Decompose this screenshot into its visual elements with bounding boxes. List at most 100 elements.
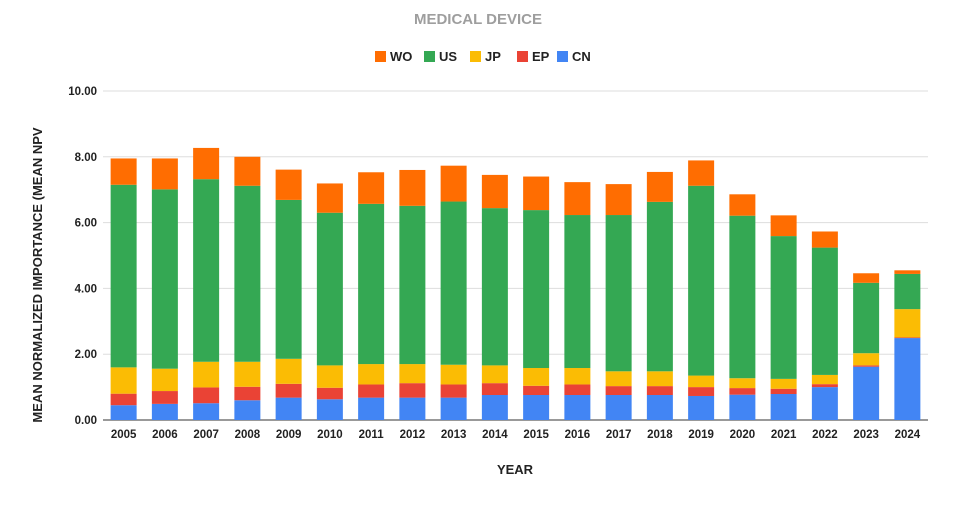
bar-cn-2015 <box>523 395 549 420</box>
bar-wo-2013 <box>441 166 467 202</box>
bar-wo-2011 <box>358 172 384 204</box>
x-tick-label: 2021 <box>771 429 797 441</box>
bar-wo-2006 <box>152 158 178 189</box>
legend-swatch <box>424 51 435 62</box>
bar-jp-2005 <box>111 367 137 393</box>
bar-cn-2014 <box>482 395 508 420</box>
x-tick-label: 2007 <box>193 429 219 441</box>
bar-cn-2007 <box>193 403 219 420</box>
x-tick-label: 2024 <box>895 429 921 441</box>
x-tick-label: 2020 <box>730 429 756 441</box>
bar-ep-2014 <box>482 383 508 395</box>
bar-us-2010 <box>317 213 343 366</box>
chart-title: MEDICAL DEVICE <box>414 11 542 28</box>
legend-swatch <box>375 51 386 62</box>
bar-us-2007 <box>193 179 219 362</box>
bar-jp-2023 <box>853 353 879 365</box>
x-tick-label: 2006 <box>152 429 178 441</box>
bar-ep-2016 <box>564 384 590 395</box>
bar-ep-2023 <box>853 365 879 366</box>
bar-us-2011 <box>358 204 384 364</box>
bar-ep-2024 <box>894 337 920 338</box>
bar-wo-2023 <box>853 273 879 283</box>
bar-cn-2017 <box>606 395 632 420</box>
bar-cn-2022 <box>812 387 838 420</box>
y-tick-label: 4.00 <box>75 283 97 295</box>
bar-cn-2006 <box>152 404 178 420</box>
bar-wo-2005 <box>111 158 137 184</box>
x-tick-label: 2011 <box>359 429 385 441</box>
legend-item-cn: CN <box>557 49 591 64</box>
legend-item-ep: EP <box>517 49 550 64</box>
bar-jp-2011 <box>358 364 384 384</box>
bar-wo-2012 <box>399 170 425 206</box>
bar-cn-2021 <box>771 394 797 420</box>
bar-jp-2016 <box>564 368 590 384</box>
x-tick-label: 2013 <box>441 429 467 441</box>
bar-ep-2011 <box>358 384 384 397</box>
bar-us-2008 <box>234 186 260 362</box>
bar-us-2021 <box>771 236 797 379</box>
bar-us-2019 <box>688 186 714 376</box>
bar-jp-2020 <box>729 378 755 388</box>
bar-ep-2020 <box>729 388 755 395</box>
y-tick-label: 10.00 <box>68 86 97 98</box>
bar-ep-2021 <box>771 389 797 394</box>
legend-label: CN <box>572 49 591 64</box>
bar-jp-2018 <box>647 371 673 386</box>
bar-jp-2024 <box>894 309 920 337</box>
bar-ep-2007 <box>193 387 219 403</box>
bar-wo-2019 <box>688 160 714 185</box>
x-tick-label: 2008 <box>235 429 261 441</box>
x-tick-label: 2019 <box>688 429 714 441</box>
bar-jp-2015 <box>523 368 549 386</box>
legend-swatch <box>517 51 528 62</box>
bar-cn-2009 <box>276 398 302 420</box>
bar-us-2015 <box>523 210 549 368</box>
bar-cn-2020 <box>729 395 755 420</box>
bar-us-2014 <box>482 208 508 365</box>
bar-us-2018 <box>647 202 673 371</box>
bar-wo-2010 <box>317 183 343 212</box>
y-tick-label: 8.00 <box>75 152 97 164</box>
legend-label: EP <box>532 49 550 64</box>
y-tick-label: 2.00 <box>75 349 97 361</box>
bar-wo-2014 <box>482 175 508 208</box>
bar-cn-2008 <box>234 400 260 420</box>
x-tick-label: 2005 <box>111 429 137 441</box>
bar-wo-2021 <box>771 215 797 236</box>
bar-wo-2008 <box>234 157 260 186</box>
bar-jp-2008 <box>234 362 260 387</box>
bar-ep-2005 <box>111 394 137 406</box>
legend-label: JP <box>485 49 501 64</box>
bar-jp-2010 <box>317 365 343 387</box>
bar-wo-2016 <box>564 182 590 215</box>
bar-ep-2013 <box>441 384 467 397</box>
bar-jp-2019 <box>688 376 714 388</box>
bar-us-2022 <box>812 248 838 375</box>
bar-jp-2007 <box>193 362 219 388</box>
x-tick-label: 2010 <box>317 429 343 441</box>
bar-cn-2012 <box>399 398 425 420</box>
bar-cn-2018 <box>647 395 673 420</box>
bar-wo-2020 <box>729 194 755 215</box>
bar-ep-2012 <box>399 383 425 397</box>
bar-us-2005 <box>111 185 137 368</box>
bar-jp-2012 <box>399 364 425 383</box>
bar-cn-2010 <box>317 399 343 420</box>
bar-cn-2023 <box>853 367 879 420</box>
bar-ep-2008 <box>234 387 260 400</box>
bar-ep-2010 <box>317 388 343 400</box>
bar-jp-2013 <box>441 365 467 385</box>
bar-wo-2018 <box>647 172 673 202</box>
bar-ep-2006 <box>152 391 178 404</box>
bar-jp-2014 <box>482 365 508 383</box>
legend-item-wo: WO <box>375 49 412 64</box>
legend-swatch <box>557 51 568 62</box>
bar-us-2013 <box>441 202 467 365</box>
bar-jp-2022 <box>812 375 838 384</box>
bar-cn-2013 <box>441 398 467 420</box>
legend-item-us: US <box>424 49 457 64</box>
